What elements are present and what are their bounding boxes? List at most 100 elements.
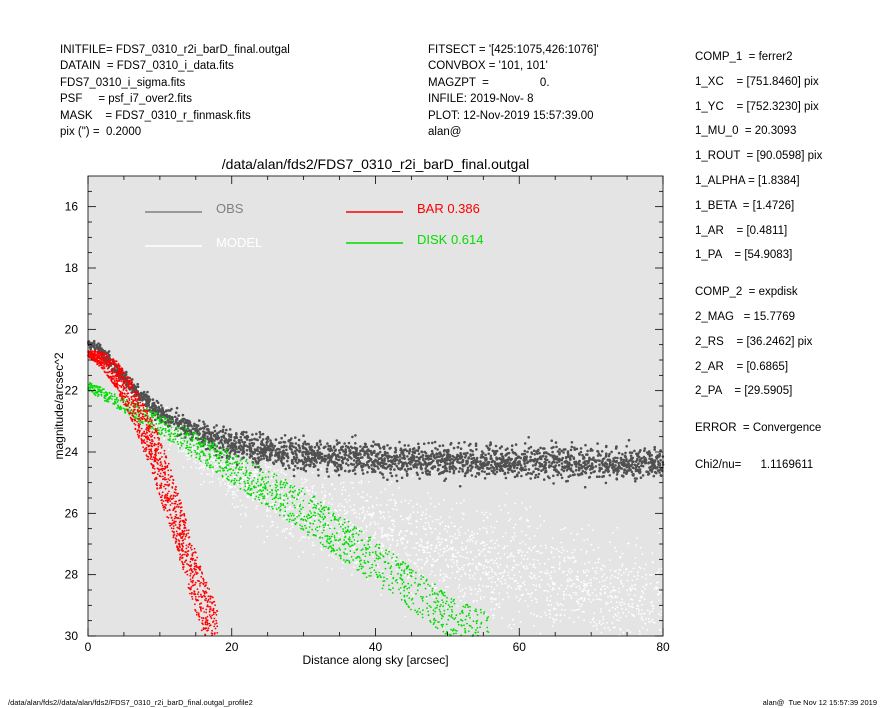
data-point (527, 525, 530, 528)
data-point (327, 522, 329, 525)
data-point (552, 465, 555, 469)
data-point (266, 514, 269, 517)
data-point (298, 446, 302, 450)
data-point (358, 460, 362, 463)
data-point (231, 493, 234, 496)
data-point (308, 446, 312, 449)
data-point (162, 410, 166, 414)
data-point (613, 570, 616, 573)
data-point (251, 450, 255, 454)
data-point (562, 549, 565, 551)
data-point (241, 447, 245, 451)
data-point (626, 589, 629, 592)
data-point (540, 545, 542, 547)
data-point (606, 621, 608, 624)
data-point (568, 557, 570, 560)
data-point (354, 511, 357, 514)
data-point (451, 539, 453, 542)
data-point (609, 629, 611, 632)
data-point (188, 453, 191, 456)
data-point (487, 452, 491, 456)
data-point (563, 557, 566, 560)
data-point (331, 554, 333, 557)
data-point (612, 586, 615, 589)
data-point (525, 455, 528, 458)
data-point (521, 502, 523, 504)
data-point (400, 559, 402, 562)
data-point (660, 614, 662, 616)
data-point (498, 602, 501, 605)
data-point (187, 455, 190, 457)
data-point (383, 445, 386, 449)
data-point (398, 459, 401, 463)
data-point (261, 454, 265, 458)
data-point (221, 464, 224, 466)
data-point (583, 583, 586, 586)
data-point (506, 459, 509, 463)
data-point (419, 465, 423, 469)
data-point (627, 438, 631, 442)
data-point (254, 473, 256, 476)
data-point (491, 614, 494, 617)
data-point (560, 528, 562, 531)
data-point (219, 429, 222, 433)
data-point (480, 550, 483, 553)
data-point (467, 557, 469, 560)
data-point (412, 574, 414, 576)
data-point (456, 453, 459, 457)
data-point (587, 590, 590, 593)
data-point (565, 480, 568, 483)
data-point (343, 506, 346, 509)
data-point (199, 437, 203, 440)
data-point (402, 464, 405, 468)
data-point (552, 608, 555, 611)
data-point (282, 528, 285, 531)
data-point (570, 557, 573, 559)
data-point (431, 520, 434, 523)
data-point (417, 452, 421, 456)
data-point (487, 574, 489, 576)
data-point (613, 589, 615, 592)
data-point (436, 558, 439, 561)
data-point (600, 462, 604, 465)
data-point (415, 526, 418, 528)
data-point (362, 491, 364, 493)
data-point (211, 459, 214, 462)
data-point (648, 621, 650, 623)
data-point (525, 534, 527, 536)
data-point (390, 474, 394, 478)
data-point (659, 449, 662, 452)
data-point (569, 474, 572, 478)
data-point (514, 523, 517, 526)
data-point (266, 507, 269, 510)
data-point (223, 465, 226, 467)
data-point (425, 528, 428, 530)
data-point (203, 422, 206, 426)
data-point (341, 493, 343, 496)
data-point (205, 428, 209, 431)
data-point (443, 479, 446, 483)
data-point (527, 468, 531, 471)
data-point (597, 561, 600, 564)
data-point (433, 596, 435, 599)
data-point (349, 462, 353, 466)
data-point (561, 608, 563, 611)
data-point (622, 585, 625, 588)
data-point (480, 564, 483, 567)
data-point (117, 381, 120, 384)
comp1-param-7: 1_AR = [0.4811] (695, 224, 788, 237)
data-point (302, 551, 305, 554)
data-point (162, 431, 165, 434)
data-point (614, 613, 617, 616)
data-point (211, 455, 214, 458)
data-point (445, 469, 449, 473)
data-point (484, 453, 487, 457)
data-point (398, 487, 401, 489)
data-point (531, 592, 533, 594)
data-point (562, 451, 565, 454)
data-point (347, 441, 351, 445)
data-point (458, 484, 462, 488)
comp1-param-2: 1_YC = [752.3230] pix (695, 100, 819, 113)
data-point (587, 570, 590, 572)
data-point (335, 457, 338, 461)
